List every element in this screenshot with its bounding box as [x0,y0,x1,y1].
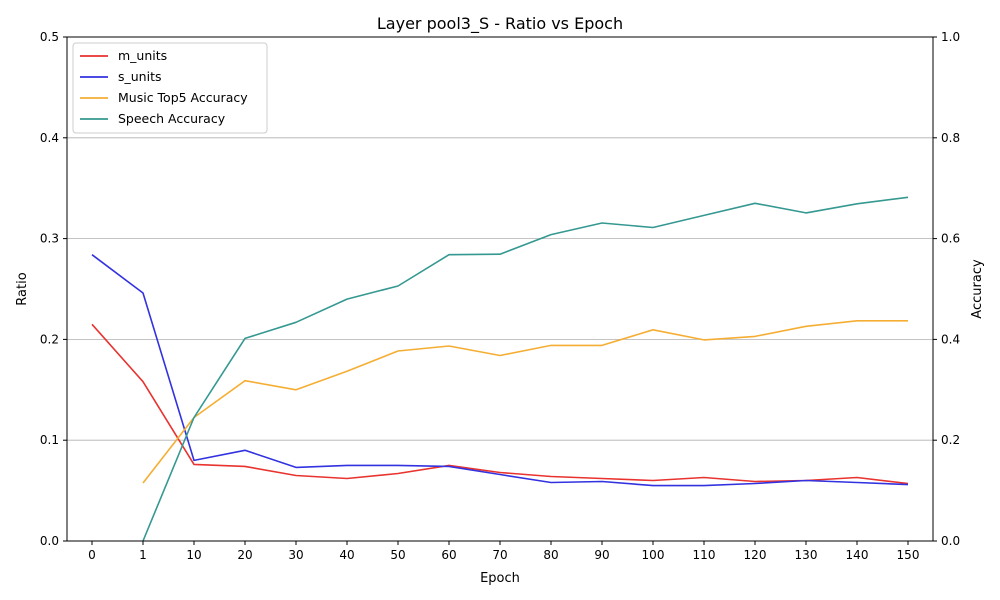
x-tick-label: 120 [744,548,767,562]
series-line-speech-accuracy [142,196,909,542]
x-tick-label: 80 [543,548,558,562]
series-lines [91,196,909,542]
y-tick-label-right: 0.0 [941,534,960,548]
x-tick-label: 20 [237,548,252,562]
legend-box [72,42,268,134]
chart-title: Layer pool3_S - Ratio vs Epoch [377,14,623,34]
x-tick-label: 70 [492,548,507,562]
legend-label: Speech Accuracy [118,111,226,126]
x-tick-label: 150 [897,548,920,562]
legend-label: m_units [118,48,167,63]
y-tick-label-right: 1.0 [941,30,960,44]
series-line-s-units [91,254,909,487]
x-tick-label: 60 [441,548,456,562]
x-tick-label: 1 [139,548,147,562]
y-tick-label-right: 0.6 [941,232,960,246]
y-tick-label-right: 0.4 [941,332,960,346]
x-tick-label: 100 [642,548,665,562]
y-tick-label-left: 0.5 [40,30,59,44]
x-tick-label: 130 [795,548,818,562]
x-tick-label: 90 [594,548,609,562]
y-tick-label-right: 0.8 [941,131,960,145]
x-axis-label: Epoch [480,571,520,586]
y-axis-right: 0.0 0.2 0.4 0.6 0.8 1.0 [933,30,960,548]
y-tick-label-left: 0.0 [40,534,59,548]
series-line-music-top5-accuracy [142,319,908,484]
y-axis-label-right: Accuracy [970,259,985,319]
x-tick-label: 110 [693,548,716,562]
x-tick-label: 140 [846,548,869,562]
x-axis: 0 1 10 20 30 40 50 60 70 80 90 100 110 120 130 140 150 [88,541,919,562]
grid-lines [67,137,933,441]
x-tick-label: 10 [186,548,201,562]
y-tick-label-left: 0.2 [40,332,59,346]
y-tick-label-left: 0.4 [40,131,59,145]
y-tick-label-right: 0.2 [941,433,960,447]
y-axis-label-left: Ratio [15,272,30,305]
legend-label: Music Top5 Accuracy [118,90,248,105]
x-tick-label: 30 [288,548,303,562]
series-line-m-units [91,323,909,485]
x-tick-label: 0 [88,548,96,562]
x-tick-label: 40 [339,548,354,562]
y-tick-label-left: 0.3 [40,232,59,246]
y-axis-left: 0.0 0.1 0.2 0.3 0.4 0.5 [40,30,67,548]
x-tick-label: 50 [390,548,405,562]
legend: m_units s_units Music Top5 Accuracy Speech … [72,42,268,134]
y-tick-label-left: 0.1 [40,433,59,447]
legend-label: s_units [118,69,162,84]
